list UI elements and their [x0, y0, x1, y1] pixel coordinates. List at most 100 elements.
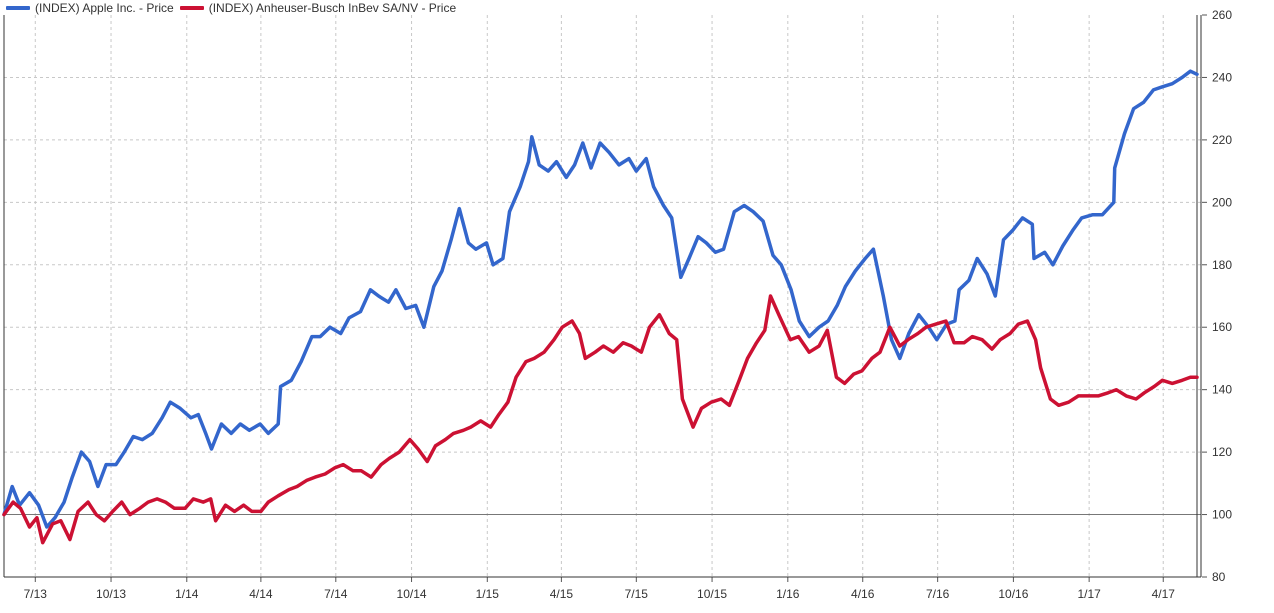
data-point — [924, 326, 928, 329]
data-point — [432, 285, 435, 288]
data-point — [141, 438, 144, 441]
data-point — [379, 463, 383, 466]
data-point — [967, 279, 971, 282]
chart-legend: (INDEX) Apple Inc. - Price (INDEX) Anheus… — [6, 0, 456, 16]
data-point — [377, 294, 380, 298]
data-point — [80, 450, 83, 454]
data-point — [519, 185, 522, 188]
data-point — [527, 160, 530, 163]
data-point — [434, 444, 437, 448]
legend-label: (INDEX) Anheuser-Busch InBev SA/NV - Pri… — [208, 1, 457, 15]
data-point — [1032, 257, 1036, 260]
data-point — [994, 294, 997, 298]
data-point — [514, 376, 518, 379]
data-point — [449, 238, 453, 241]
data-point — [935, 338, 938, 341]
data-point — [1181, 379, 1184, 382]
data-point — [146, 500, 150, 504]
data-point — [497, 413, 500, 416]
data-point — [755, 341, 758, 344]
data-point — [88, 460, 91, 463]
data-point — [771, 254, 775, 257]
x-tick-label: 1/14 — [175, 587, 199, 601]
x-tick-label: 1/15 — [476, 587, 500, 601]
data-point — [602, 344, 605, 348]
data-point — [777, 313, 780, 316]
data-point — [164, 500, 167, 504]
data-point — [555, 160, 558, 163]
data-point — [738, 379, 741, 382]
data-point — [578, 332, 581, 335]
data-point — [192, 497, 195, 501]
data-point — [267, 432, 270, 435]
data-point — [277, 494, 280, 497]
data-point — [123, 450, 126, 454]
data-point — [128, 513, 132, 516]
data-point — [584, 357, 587, 360]
legend-swatch — [6, 6, 30, 10]
data-point — [761, 219, 765, 223]
x-tick-label: 10/14 — [397, 587, 427, 601]
y-tick-label: 260 — [1212, 8, 1232, 22]
data-point — [957, 288, 961, 291]
data-point — [230, 432, 233, 435]
data-point — [197, 413, 200, 416]
data-point — [1115, 388, 1118, 391]
data-point — [370, 475, 373, 479]
data-point — [155, 497, 159, 501]
x-tick-label: 1/17 — [1077, 587, 1101, 601]
data-point — [570, 319, 574, 323]
data-point — [1049, 397, 1052, 401]
data-point — [763, 329, 766, 332]
data-point — [976, 257, 979, 260]
data-point — [980, 338, 984, 341]
data-point — [1143, 391, 1146, 394]
legend-item: (INDEX) Anheuser-Busch InBev SA/NV - Pri… — [179, 1, 457, 15]
data-point — [1039, 366, 1042, 369]
data-point — [907, 332, 910, 335]
data-point — [565, 176, 568, 179]
y-tick-label: 240 — [1212, 70, 1232, 84]
data-point — [743, 204, 746, 207]
data-point — [645, 157, 648, 160]
data-point — [1195, 376, 1199, 379]
data-point — [836, 304, 839, 307]
data-point — [668, 332, 671, 335]
data-point — [696, 235, 700, 238]
legend-swatch — [179, 6, 204, 10]
data-point — [826, 319, 830, 323]
data-point — [898, 344, 901, 348]
data-point — [258, 422, 262, 426]
data-point — [854, 269, 857, 273]
x-tick-label: 7/14 — [324, 587, 348, 601]
data-point — [1132, 107, 1135, 110]
x-tick-label: 7/16 — [926, 587, 950, 601]
data-point — [96, 485, 100, 488]
data-point — [248, 429, 251, 432]
data-point — [691, 425, 695, 429]
data-point — [62, 500, 66, 504]
data-point — [314, 475, 317, 479]
data-point — [19, 507, 22, 510]
data-point — [878, 351, 882, 354]
data-point — [169, 401, 172, 404]
data-point — [898, 357, 901, 360]
y-tick-label: 100 — [1212, 508, 1232, 522]
data-point — [204, 432, 207, 435]
data-point — [290, 379, 293, 382]
data-point — [183, 507, 187, 510]
data-point — [1080, 216, 1083, 220]
data-point — [1077, 394, 1080, 398]
data-point — [416, 447, 420, 451]
data-point — [542, 351, 546, 354]
data-point — [242, 504, 245, 507]
data-point — [71, 475, 74, 479]
data-point — [1123, 132, 1126, 135]
data-point — [1113, 166, 1116, 170]
data-point — [581, 141, 584, 145]
data-point — [114, 463, 118, 466]
data-point — [202, 500, 205, 504]
data-point — [864, 257, 867, 260]
data-point — [220, 422, 223, 426]
data-point — [160, 416, 164, 419]
